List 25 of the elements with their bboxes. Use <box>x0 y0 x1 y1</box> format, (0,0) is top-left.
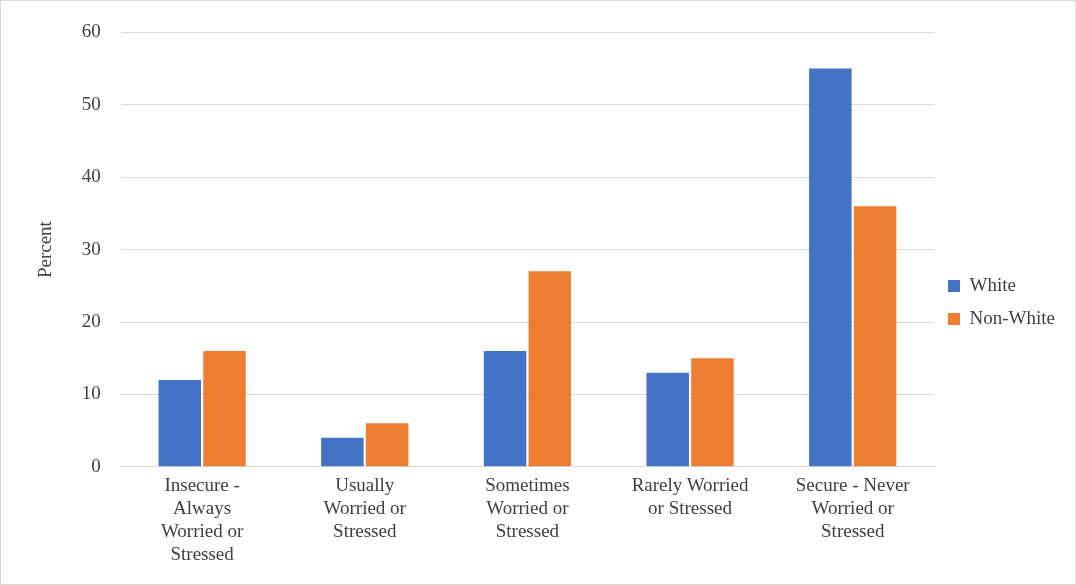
x-tick-label: Secure - Never Worried or Stressed <box>795 474 911 541</box>
bar <box>203 350 246 467</box>
legend-label: White <box>969 273 1016 295</box>
bar <box>646 372 689 467</box>
bar <box>528 271 572 467</box>
y-tick-label: 40 <box>81 165 101 187</box>
x-tick-label: Insecure - Always Worried or Stressed <box>160 474 244 564</box>
bar <box>365 423 409 467</box>
bar <box>158 379 202 467</box>
y-tick-label: 20 <box>81 309 101 331</box>
legend-label: Non-White <box>969 306 1056 328</box>
bar <box>483 350 527 467</box>
y-axis-title: Percent <box>34 220 56 279</box>
bar <box>853 206 897 467</box>
x-tick-label: Usually Worried or Stressed <box>323 474 407 541</box>
x-tick-label: Rarely Worried or Stressed <box>631 474 749 518</box>
y-tick-label: 50 <box>81 92 101 114</box>
bar <box>321 437 364 467</box>
bar <box>691 358 734 467</box>
y-tick-label: 30 <box>81 237 101 259</box>
y-tick-label: 10 <box>81 382 101 404</box>
y-tick-label: 0 <box>91 454 101 476</box>
x-tick-label: Sometimes Worried or Stressed <box>485 474 570 541</box>
bar <box>809 68 852 467</box>
y-tick-label: 60 <box>81 20 101 42</box>
